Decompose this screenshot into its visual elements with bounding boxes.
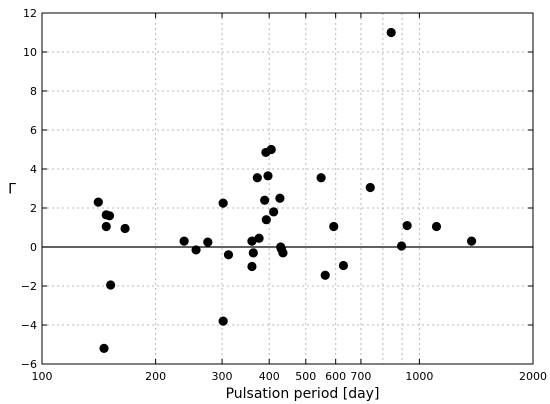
- data-point: [191, 245, 201, 255]
- data-point: [93, 197, 103, 207]
- data-point: [266, 144, 276, 155]
- data-point: [248, 248, 258, 258]
- x-tick-label: 700: [350, 370, 371, 383]
- y-axis-ticks: −6 −4 −2 0 2 4 6 8 10 12: [21, 7, 533, 371]
- data-points: [93, 27, 477, 353]
- data-point: [260, 195, 270, 205]
- data-point: [104, 211, 115, 221]
- data-point: [275, 193, 285, 203]
- data-point: [402, 220, 412, 231]
- y-tick-label: −2: [21, 280, 37, 293]
- data-point: [365, 182, 375, 193]
- data-point: [316, 173, 326, 183]
- y-tick-label: 0: [30, 241, 37, 254]
- data-point: [99, 343, 109, 353]
- x-axis-title: Pulsation period [day]: [226, 386, 380, 402]
- data-point: [269, 207, 279, 217]
- y-tick-label: 12: [23, 7, 37, 20]
- data-point: [320, 270, 330, 280]
- data-point: [386, 27, 396, 38]
- x-tick-label: 400: [259, 370, 280, 383]
- data-point: [203, 237, 213, 247]
- grid-lines: [42, 13, 533, 364]
- x-tick-label: 600: [325, 370, 346, 383]
- y-axis-title: Γ: [8, 182, 16, 198]
- data-point: [179, 236, 189, 246]
- y-tick-label: 2: [30, 202, 37, 215]
- y-tick-label: 10: [23, 46, 37, 59]
- data-point: [338, 260, 349, 271]
- data-point: [247, 261, 257, 272]
- data-point: [278, 248, 288, 258]
- data-point: [223, 250, 234, 260]
- data-point: [254, 233, 264, 243]
- y-tick-label: −4: [21, 319, 37, 332]
- plot-frame: [41, 12, 534, 365]
- data-point: [263, 171, 273, 181]
- x-tick-label: 1000: [405, 370, 433, 383]
- data-point: [466, 236, 477, 246]
- y-tick-label: 4: [30, 163, 37, 176]
- y-tick-label: −6: [21, 358, 37, 371]
- data-point: [218, 198, 228, 208]
- x-tick-label: 200: [145, 370, 166, 383]
- data-point: [247, 236, 257, 246]
- x-tick-label: 500: [295, 370, 316, 383]
- data-point: [252, 173, 262, 183]
- y-tick-label: 8: [30, 85, 37, 98]
- data-point: [329, 221, 339, 232]
- data-point: [120, 223, 130, 234]
- x-tick-label: 300: [212, 370, 233, 383]
- data-point: [101, 221, 111, 232]
- y-tick-label: 6: [30, 124, 37, 137]
- data-point: [261, 215, 271, 225]
- x-axis-ticks: 100 200 300 400 500 600 700 1000 2000: [32, 13, 547, 383]
- data-point: [396, 241, 407, 251]
- data-point: [106, 280, 116, 290]
- x-tick-label: 2000: [519, 370, 547, 383]
- x-tick-label: 100: [32, 370, 53, 383]
- data-point: [218, 316, 228, 326]
- data-point: [431, 221, 442, 232]
